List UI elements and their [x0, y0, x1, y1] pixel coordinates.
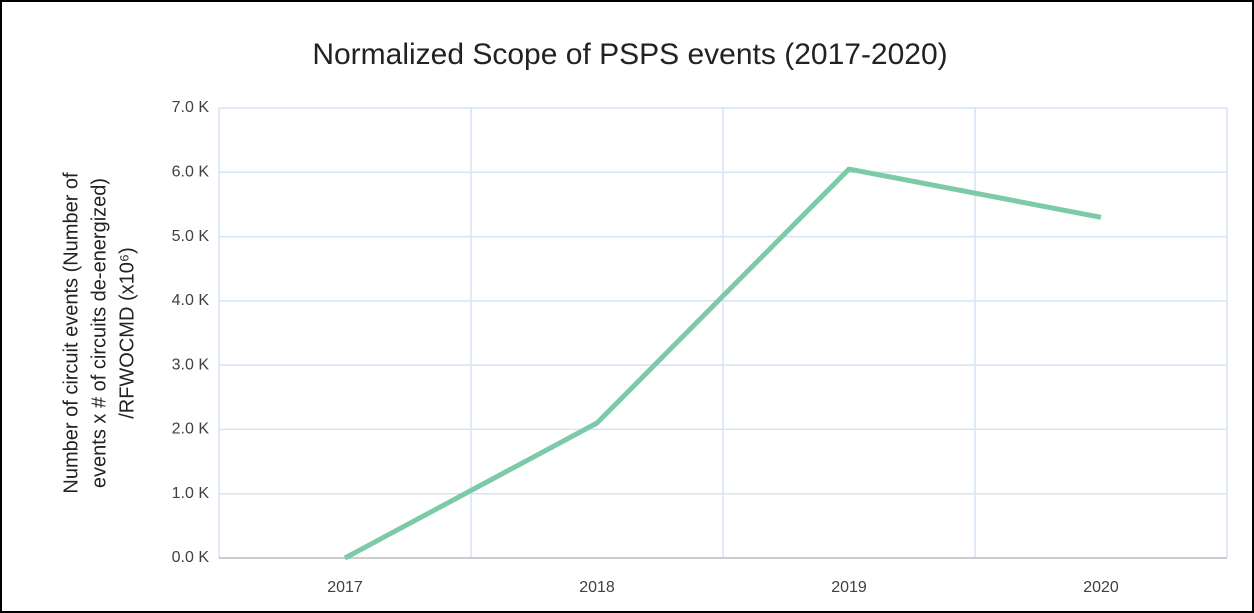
- y-axis-label: Number of circuit events (Number of: [60, 172, 82, 494]
- y-tick-label: 6.0 K: [172, 164, 210, 181]
- y-axis-label: events x # of circuits de-energized): [88, 178, 110, 488]
- chart-title: Normalized Scope of PSPS events (2017-20…: [312, 38, 947, 71]
- y-tick-label: 5.0 K: [172, 228, 210, 245]
- y-tick-label: 4.0 K: [172, 292, 210, 309]
- x-tick-label: 2017: [327, 579, 363, 596]
- x-tick-label: 2018: [579, 579, 615, 596]
- y-tick-label: 1.0 K: [172, 485, 210, 502]
- y-tick-label: 3.0 K: [172, 356, 210, 373]
- data-line: [343, 166, 1102, 561]
- y-axis-label: /RFWOCMD (x10⁶): [116, 247, 138, 419]
- y-tick-label: 0.0 K: [172, 549, 210, 566]
- y-tick-label: 7.0 K: [172, 99, 210, 116]
- x-tick-label: 2019: [831, 579, 867, 596]
- x-tick-label: 2020: [1083, 579, 1119, 596]
- y-tick-label: 2.0 K: [172, 421, 210, 438]
